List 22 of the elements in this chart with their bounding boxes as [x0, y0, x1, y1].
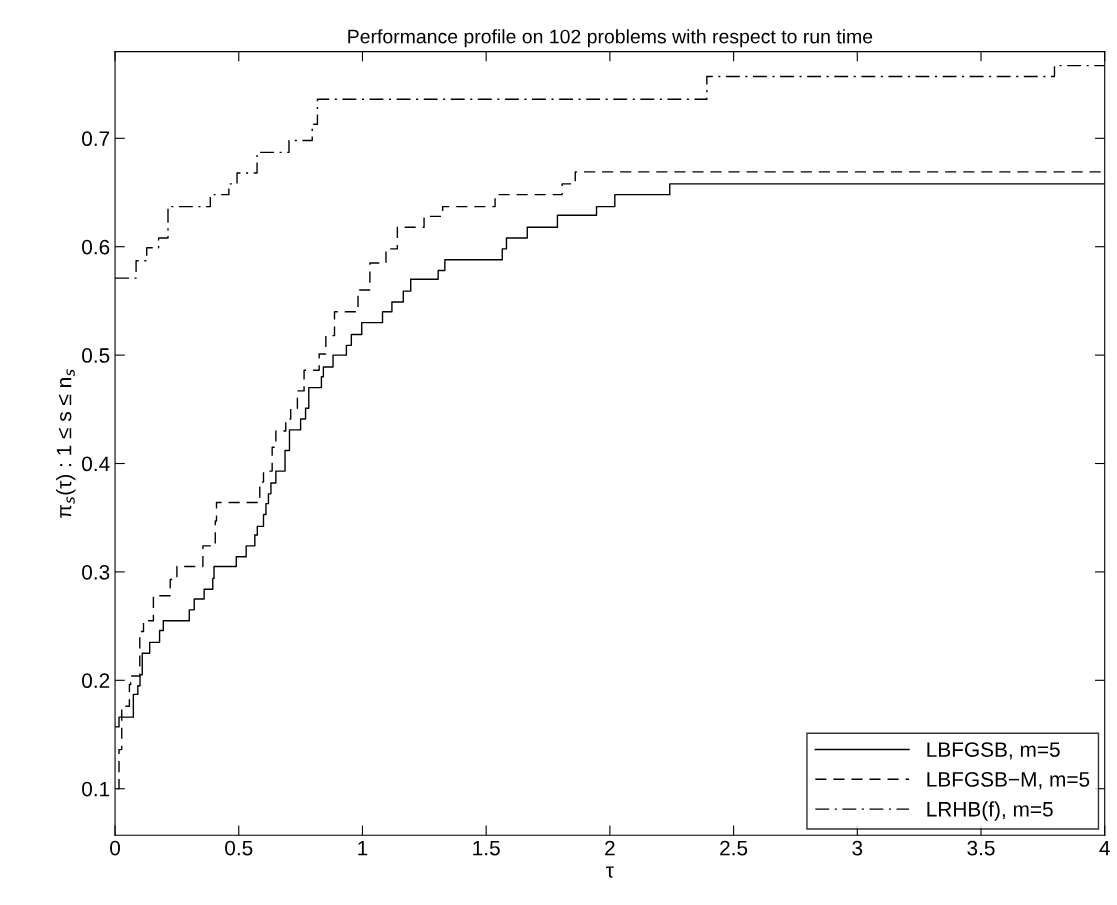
x-tick-label: 3	[852, 840, 863, 856]
chart-title: Performance profile on 102 problems with respect to run time	[348, 29, 873, 48]
y-tick-label: 0.1	[82, 781, 110, 797]
y-tick-label: 0.5	[82, 348, 110, 363]
x-tick-label: 4	[1099, 840, 1110, 856]
x-axis-title: τ	[606, 866, 614, 878]
x-tick-label: 2	[605, 840, 615, 856]
x-tick-label: 1.5	[473, 840, 500, 856]
y-tick-label: 0.7	[82, 131, 110, 147]
x-tick-label: 2.5	[720, 840, 748, 856]
x-tick-label: 3.5	[967, 840, 995, 856]
x-tick-label: 0	[110, 840, 121, 856]
legend-label: LBFGSB−M, m=5	[927, 772, 1090, 790]
x-tick-label: 0.5	[225, 840, 253, 856]
legend-label: LBFGSB, m=5	[927, 742, 1060, 760]
y-tick-label: 0.4	[82, 456, 110, 472]
y-tick-label: 0.2	[82, 673, 110, 689]
y-axis-title: π$_{s}$(τ) : 1 ≤ s ≤ n$_{s}$	[56, 369, 76, 518]
x-tick-label: 1	[358, 840, 368, 856]
legend-label: LRHB(f), m=5	[927, 801, 1053, 821]
y-tick-label: 0.3	[82, 564, 110, 580]
y-tick-label: 0.6	[82, 239, 110, 255]
